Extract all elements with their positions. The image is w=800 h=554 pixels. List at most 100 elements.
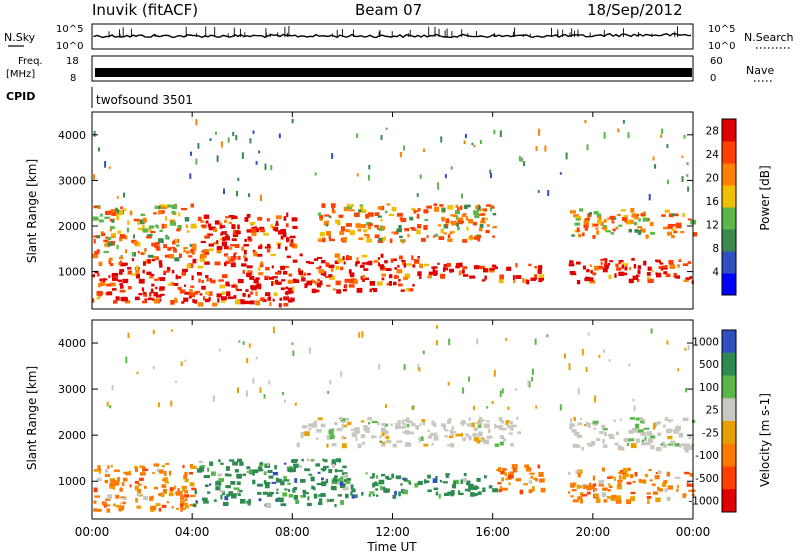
heatmap-cell [458,270,462,276]
heatmap-cell [653,423,656,429]
heatmap-cell [265,276,269,279]
heatmap-cell [505,420,510,423]
heatmap-cell [305,492,309,495]
heatmap-cell [494,425,501,428]
heatmap-cell [192,252,195,255]
heatmap-cell [276,488,279,491]
heatmap-cell [294,402,297,406]
heatmap-cell [176,244,180,247]
heatmap-cell [286,255,291,259]
heatmap-cell [137,221,140,225]
nsky-bottom-tick-right: 10^0 [708,41,735,52]
heatmap-cell [139,477,144,481]
heatmap-cell [237,177,240,182]
heatmap-cell [668,260,673,264]
heatmap-cell [198,460,203,464]
heatmap-cell [113,503,116,507]
heatmap-cell [279,497,284,503]
heatmap-cell [623,438,629,442]
heatmap-cell [671,234,675,239]
heatmap-cell [422,350,425,355]
heatmap-cell [289,242,294,247]
heatmap-cell [332,288,336,291]
heatmap-cell [175,491,182,496]
heatmap-cell [176,507,179,510]
heatmap-cell [350,484,354,490]
heatmap-cell [582,265,586,270]
heatmap-cell [143,485,147,489]
heatmap-cell [331,460,337,466]
heatmap-cell [383,430,389,435]
heatmap-cell [687,345,690,350]
heatmap-cell [315,463,321,467]
heatmap-cell [363,425,368,429]
heatmap-cell [336,480,343,485]
heatmap-cell [634,216,639,220]
heatmap-cell [665,428,672,434]
heatmap-cell [341,423,345,429]
heatmap-cell [368,223,373,227]
heatmap-cell [389,213,393,216]
heatmap-cell [632,398,635,402]
heatmap-cell [360,434,366,438]
heatmap-cell [384,260,388,264]
heatmap-cell [230,244,235,247]
heatmap-cell [134,296,140,301]
heatmap-cell [250,228,257,233]
heatmap-cell [119,234,126,239]
heatmap-cell [275,281,282,285]
y-tick-label: 2000 [58,429,86,442]
heatmap-cell [659,262,664,265]
heatmap-cell [263,471,267,476]
heatmap-cell [345,479,351,485]
heatmap-cell [342,289,347,292]
heatmap-cell [455,265,461,269]
heatmap-cell [116,244,119,250]
heatmap-cell [182,502,188,506]
heatmap-cell [228,247,233,250]
heatmap-cell [230,262,236,268]
heatmap-cell [570,210,576,214]
heatmap-cell [368,493,372,497]
heatmap-cell [105,236,109,239]
heatmap-cell [220,462,224,465]
heatmap-cell [237,387,239,394]
heatmap-cell [499,130,502,138]
heatmap-cell [303,492,306,497]
heatmap-cell [112,288,117,291]
heatmap-cell [420,436,424,441]
heatmap-cell [473,437,480,442]
heatmap-cell [324,466,327,471]
heatmap-cell [538,478,545,483]
heatmap-cell [433,487,439,491]
heatmap-cell [321,260,326,264]
heatmap-cell [517,431,521,435]
heatmap-cell [447,205,454,210]
heatmap-cell [252,130,255,134]
heatmap-cell [622,120,625,124]
heatmap-cell [237,458,242,463]
power-colorbar-segment [722,185,736,208]
heatmap-cell [158,493,162,497]
heatmap-cell [316,429,322,433]
heatmap-cell [688,489,693,492]
heatmap-cell [342,437,347,440]
heatmap-cell [513,278,516,284]
heatmap-cell [228,221,232,224]
heatmap-cell [386,282,389,286]
heatmap-cell [505,338,508,341]
heatmap-cell [619,418,622,421]
heatmap-cell [255,161,258,165]
heatmap-cell [619,475,622,480]
heatmap-cell [203,214,210,219]
heatmap-cell [587,332,590,336]
heatmap-cell [523,483,528,486]
heatmap-cell [194,290,199,295]
heatmap-cell [286,212,289,218]
heatmap-cell [574,432,580,436]
heatmap-cell [685,387,688,393]
heatmap-cell [295,500,300,503]
freq-label: Freq. [18,56,43,67]
heatmap-cell [592,272,597,276]
heatmap-cell [367,174,370,181]
